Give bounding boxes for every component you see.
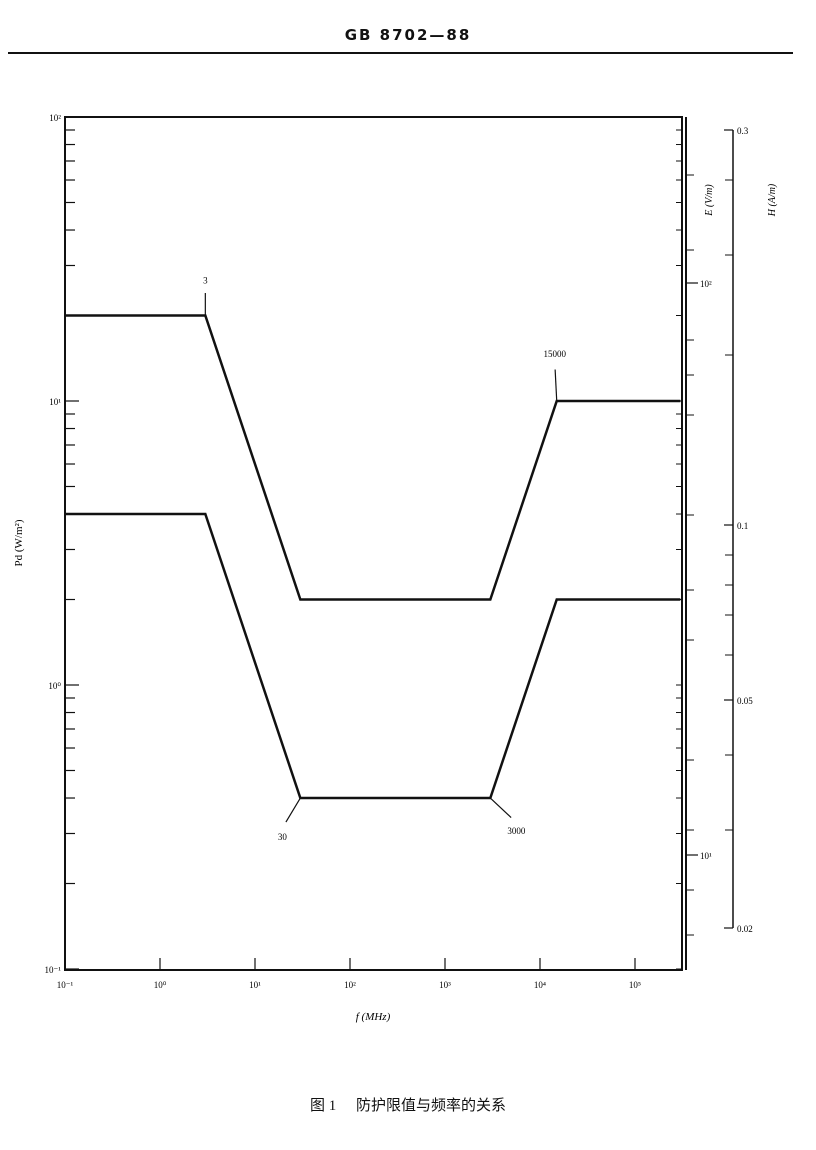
annotation-arrow: [489, 797, 512, 818]
y-axis-label: Pd (W/m²): [13, 519, 25, 566]
x-tick-label: 10⁵: [629, 980, 641, 990]
x-axis-label: f (MHz): [356, 1011, 391, 1023]
standard-code-header: GB 8702—88: [344, 26, 472, 44]
y-tick-label: 10⁻¹: [45, 965, 62, 975]
annotation-label: 15000: [543, 349, 566, 359]
h-tick-label: 0.05: [737, 696, 753, 706]
annotation-label: 30: [278, 832, 288, 842]
e-tick-label: 10²: [700, 279, 712, 289]
plot-frame: [64, 116, 683, 971]
h-tick-label: 0.3: [737, 126, 749, 136]
x-tick-label: 10⁴: [534, 980, 546, 990]
x-tick-label: 10²: [344, 980, 356, 990]
h-axis-label: H (A/m): [767, 183, 778, 217]
series-line-0: [65, 314, 681, 601]
x-tick-label: 10⁰: [154, 980, 167, 990]
figure-caption: 图 1 防护限值与频率的关系: [0, 1094, 816, 1115]
e-axis-label: E (V/m): [704, 184, 715, 217]
x-tick-label: 10⁻¹: [57, 980, 74, 990]
annotation-label: 3000: [507, 826, 526, 836]
e-tick-label: 10¹: [700, 851, 712, 861]
annotation-arrow: [554, 369, 558, 402]
x-tick-label: 10³: [439, 980, 451, 990]
annotation-label: 3: [203, 276, 208, 286]
y-tick-label: 10⁰: [48, 681, 61, 691]
chart: 10² 10¹ 10⁰ 10⁻¹ 10⁻¹ 10⁰ 10¹ 10² 10³ 10⁴ 10⁵ f (MH…: [13, 113, 778, 1023]
h-tick-label: 0.02: [737, 924, 753, 934]
figure-label: 图 1: [309, 1098, 337, 1114]
series-line-1: [65, 512, 681, 800]
y-tick-label: 10¹: [49, 397, 61, 407]
annotation-arrow: [285, 797, 301, 823]
y-tick-label: 10²: [49, 113, 61, 123]
x-tick-label: 10¹: [249, 980, 261, 990]
figure-title: 防护限值与频率的关系: [356, 1098, 507, 1114]
header-rule: [8, 52, 793, 54]
h-tick-label: 0.1: [737, 521, 748, 531]
